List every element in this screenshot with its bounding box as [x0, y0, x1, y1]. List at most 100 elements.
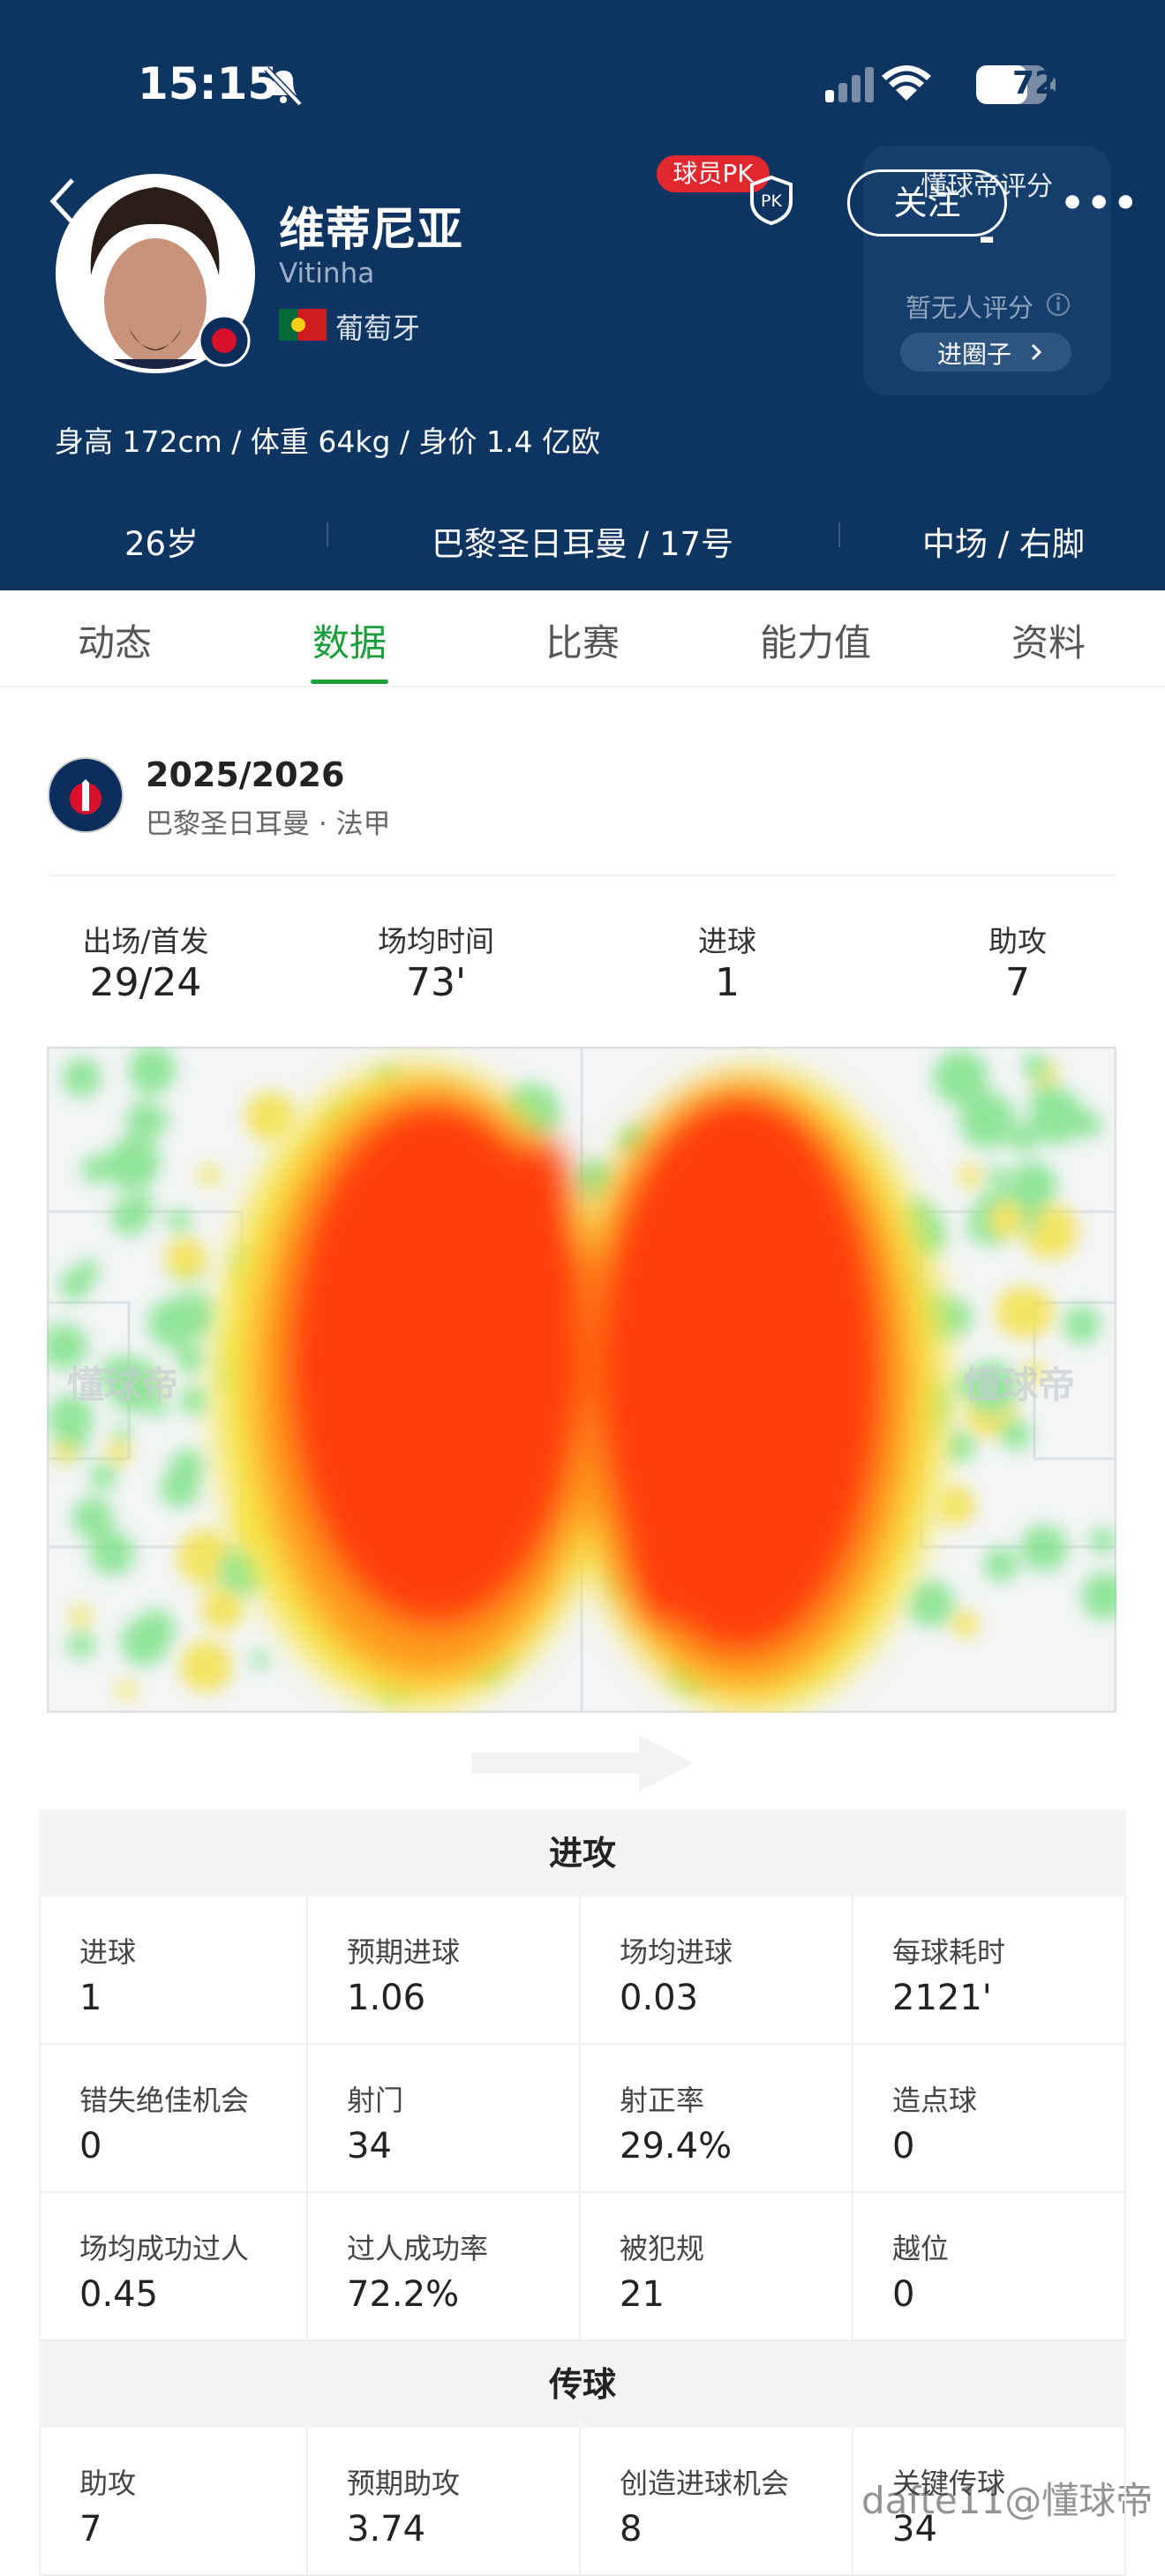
divider — [327, 522, 328, 547]
stat-value: 0.45 — [79, 2274, 159, 2315]
heat-spot — [107, 1440, 131, 1464]
heat-spot — [165, 1237, 207, 1280]
heat-spot — [952, 1373, 974, 1395]
club-logo — [48, 757, 124, 833]
stat-label: 每球耗时 — [892, 1935, 1006, 1969]
heat-spot — [54, 1441, 77, 1464]
heat-spot — [89, 1530, 135, 1576]
heat-spot — [907, 1580, 955, 1627]
heat-spot — [936, 1486, 975, 1525]
stat-label: 越位 — [892, 2232, 950, 2265]
heat-spot — [47, 1323, 87, 1370]
player-info: 身高 172cm / 体重 64kg / 身价 1.4 亿欧 — [55, 424, 600, 459]
heat-spot — [136, 1609, 176, 1649]
heat-spot — [72, 1498, 114, 1538]
stat-value: 1.06 — [347, 1978, 426, 2018]
heat-spot — [112, 1425, 132, 1444]
summary-value: 7 — [1005, 960, 1030, 1005]
heat-spot — [160, 1468, 199, 1508]
heat-spot — [135, 1072, 159, 1096]
heat-spot — [988, 1201, 1026, 1238]
heatmap — [47, 1047, 1116, 1713]
section-header: 进攻 — [39, 1810, 1126, 1896]
heat-spot — [62, 1058, 101, 1097]
stat-club: 巴黎圣日耳曼 / 17号 — [431, 525, 734, 563]
heat-spot — [77, 1258, 100, 1281]
svg-text:PK: PK — [761, 192, 782, 211]
more-button[interactable]: ••• — [1060, 181, 1140, 226]
summary-value: 73' — [405, 960, 467, 1005]
stat-value: 0.03 — [620, 1978, 699, 2018]
stat-cell: 射正率 29.4% — [581, 2045, 853, 2193]
pk-badge[interactable]: 球员PK — [657, 155, 770, 192]
heat-spot — [179, 1386, 209, 1416]
heat-spot — [1063, 1306, 1101, 1344]
heat-spot — [1028, 1089, 1085, 1145]
summary-label: 进球 — [698, 924, 756, 958]
heat-spot — [245, 1091, 296, 1142]
tab[interactable]: 动态 — [77, 621, 152, 665]
heat-spot — [70, 1605, 92, 1627]
heatmap-watermark: 懂球帝 — [964, 1363, 1076, 1407]
follow-button[interactable]: 关注 — [847, 169, 1007, 237]
heat-spot — [128, 1141, 161, 1174]
heat-spot — [1075, 1111, 1102, 1138]
flag — [279, 309, 327, 341]
player-latin-name: Vitinha — [279, 258, 375, 289]
back-button[interactable] — [46, 176, 78, 226]
watermark: dafte11@懂球帝 — [861, 2479, 1154, 2522]
circle-button-label[interactable]: 进圈子 — [937, 340, 1012, 369]
heat-spot — [1081, 1572, 1116, 1619]
info-icon[interactable] — [1045, 291, 1071, 318]
stat-value: 0 — [79, 2126, 102, 2167]
tab[interactable]: 比赛 — [545, 621, 620, 665]
heat-spot — [200, 1587, 244, 1631]
stat-cell: 造点球 0 — [853, 2045, 1126, 2193]
stat-cell: 过人成功率 72.2% — [308, 2193, 581, 2341]
stat-cell: 错失绝佳机会 0 — [39, 2045, 308, 2193]
heat-spot — [1089, 1528, 1116, 1554]
rating-value: - — [978, 214, 996, 261]
stat-cell: 每球耗时 2121' — [853, 1896, 1126, 2045]
tab-indicator — [311, 680, 388, 684]
stat-value: 2121' — [892, 1978, 992, 2018]
heat-spot — [987, 1165, 1008, 1185]
stat-label: 场均进球 — [620, 1935, 733, 1969]
stat-value: 8 — [620, 2509, 643, 2550]
summary-label: 场均时间 — [378, 924, 494, 958]
tab-border — [0, 686, 1165, 687]
status-icons — [825, 65, 1056, 104]
stat-label: 场均成功过人 — [79, 2232, 250, 2265]
heat-spot — [180, 1640, 233, 1693]
stat-value: 34 — [347, 2126, 392, 2167]
section-header: 传球 — [39, 2341, 1126, 2428]
tab[interactable]: 数据 — [312, 621, 387, 665]
heat-spot — [110, 1197, 149, 1235]
summary-value: 1 — [715, 960, 740, 1005]
stat-label: 被犯规 — [620, 2232, 705, 2265]
stat-cell: 被犯规 21 — [581, 2193, 853, 2341]
heat-spot — [108, 1359, 162, 1413]
stat-label: 预期进球 — [347, 1935, 461, 1969]
heat-spot — [1023, 1361, 1045, 1383]
heat-spot — [251, 1650, 269, 1669]
stat-cell: 助攻 7 — [39, 2428, 308, 2576]
tab[interactable]: 能力值 — [759, 621, 871, 665]
circle-button[interactable] — [900, 333, 1071, 372]
pk-icon[interactable]: PK — [748, 175, 794, 226]
tab[interactable]: 资料 — [1011, 621, 1086, 665]
country: 葡萄牙 — [335, 312, 421, 345]
club-badge — [198, 314, 251, 367]
stat-cell: 预期进球 1.06 — [308, 1896, 581, 2045]
stat-cell: 创造进球机会 8 — [581, 2428, 853, 2576]
stat-label: 创造进球机会 — [620, 2467, 790, 2500]
stat-label: 助攻 — [79, 2467, 137, 2500]
heat-spot — [125, 1101, 164, 1140]
heat-spot — [90, 1462, 117, 1490]
stat-cell: 预期助攻 3.74 — [308, 2428, 581, 2576]
heat-spot — [944, 1431, 975, 1461]
stat-value: 72.2% — [347, 2274, 460, 2315]
stat-value: 34 — [892, 2509, 937, 2550]
heat-spot — [965, 1362, 1018, 1415]
